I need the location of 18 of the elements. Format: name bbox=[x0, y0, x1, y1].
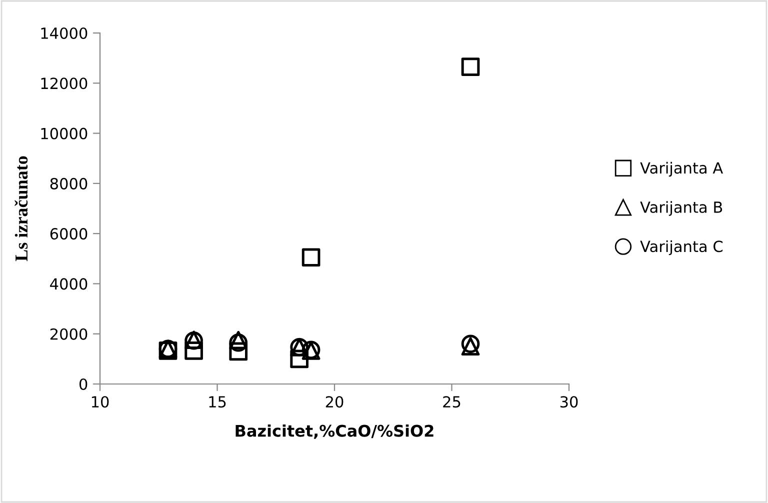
x-tick-label: 10 bbox=[92, 396, 109, 408]
x-tick-label: 25 bbox=[443, 396, 460, 408]
y-tick-label: 14000 bbox=[41, 27, 88, 40]
x-tick-label: 20 bbox=[326, 396, 344, 408]
y-axis-title: Ls izračunato bbox=[14, 156, 28, 262]
y-tick-label: 8000 bbox=[50, 178, 88, 190]
y-tick-label: 0 bbox=[79, 378, 88, 390]
x-tick-label: 15 bbox=[209, 396, 226, 408]
y-tick-label: 2000 bbox=[50, 328, 88, 340]
legend-label: Varijanta C bbox=[640, 240, 723, 256]
y-tick-label: 4000 bbox=[50, 278, 88, 290]
y-tick-label: 10000 bbox=[41, 128, 88, 140]
x-tick-label: 30 bbox=[560, 396, 578, 408]
y-tick-label: 12000 bbox=[41, 78, 88, 90]
y-tick-label: 6000 bbox=[50, 228, 88, 240]
legend-label: Varijanta A bbox=[640, 162, 723, 177]
x-axis-title: Bazicitet,%CaO/%SiO2 bbox=[236, 424, 434, 439]
legend-label: Varijanta B bbox=[640, 201, 722, 216]
